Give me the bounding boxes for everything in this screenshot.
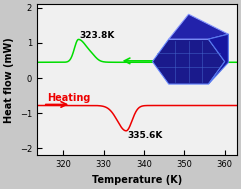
Text: Heating: Heating: [47, 93, 90, 103]
Polygon shape: [169, 14, 228, 39]
Text: 323.8K: 323.8K: [80, 31, 115, 40]
Polygon shape: [208, 34, 228, 84]
Polygon shape: [152, 39, 225, 84]
Text: 335.6K: 335.6K: [128, 131, 163, 140]
Y-axis label: Heat flow (mW): Heat flow (mW): [4, 37, 14, 123]
Text: Cooling: Cooling: [166, 57, 208, 67]
X-axis label: Temperature (K): Temperature (K): [92, 175, 182, 185]
